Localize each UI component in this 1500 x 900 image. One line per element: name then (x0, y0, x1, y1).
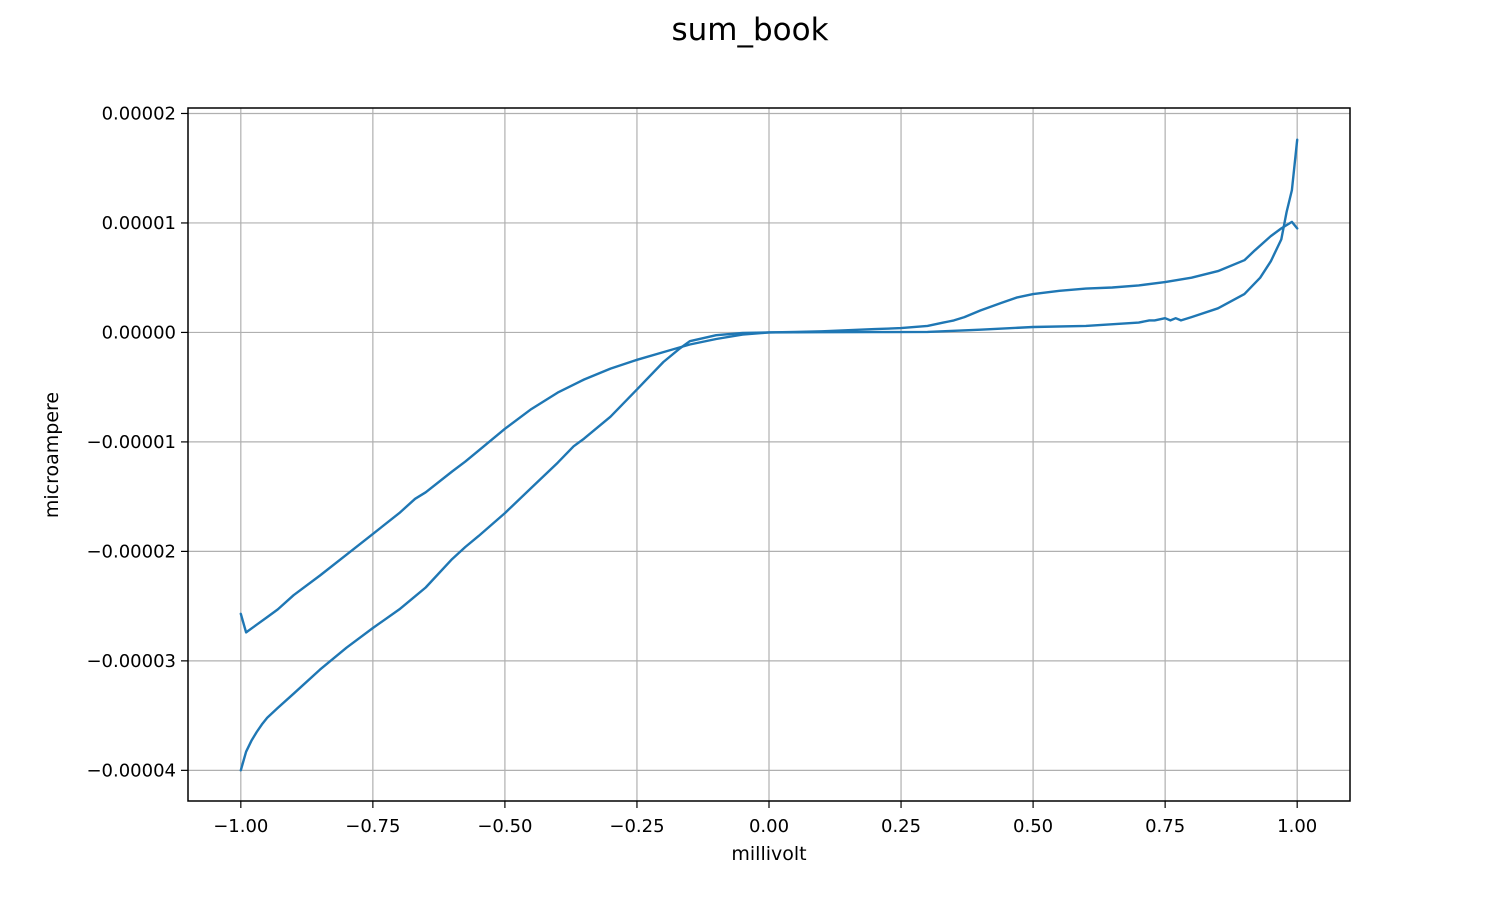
y-tick-label: −0.00004 (86, 760, 176, 781)
x-tick-label: 0.75 (1145, 816, 1185, 837)
x-tick-label: 0.00 (749, 816, 789, 837)
y-tick-label: 0.00002 (102, 103, 176, 124)
chart-title: sum_book (671, 12, 829, 48)
x-tick-label: 1.00 (1277, 816, 1317, 837)
y-axis-ticks: 0.00002 0.00001 0.00000 −0.00001 −0.00002 −0.… (86, 103, 188, 781)
y-tick-label: 0.00000 (102, 322, 176, 343)
y-tick-label: −0.00002 (86, 541, 176, 562)
y-tick-label: −0.00003 (86, 651, 176, 672)
x-tick-label: 0.50 (1013, 816, 1053, 837)
y-axis-label: microampere (41, 392, 63, 518)
series-line-2 (239, 220, 1299, 634)
grid-lines (188, 108, 1350, 801)
x-tick-label: −0.50 (477, 816, 532, 837)
y-tick-label: −0.00001 (86, 432, 176, 453)
x-tick-label: −0.75 (345, 816, 400, 837)
x-tick-label: −1.00 (213, 816, 268, 837)
x-axis-ticks: −1.00 −0.75 −0.50 −0.25 0.00 0.25 0.50 0.75 1.00 (213, 801, 1317, 837)
x-tick-label: −0.25 (609, 816, 664, 837)
y-tick-label: 0.00001 (102, 213, 176, 234)
x-tick-label: 0.25 (881, 816, 921, 837)
series-line-1 (239, 138, 1299, 772)
series-layer (239, 138, 1299, 772)
x-axis-label: millivolt (731, 843, 806, 865)
